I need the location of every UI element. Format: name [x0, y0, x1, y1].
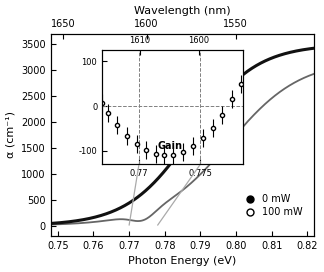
X-axis label: Wavelength (nm): Wavelength (nm)	[134, 5, 231, 16]
Legend: 0 mW, 100 mW: 0 mW, 100 mW	[236, 190, 307, 221]
X-axis label: Photon Energy (eV): Photon Energy (eV)	[129, 256, 237, 267]
Y-axis label: α (cm⁻¹): α (cm⁻¹)	[6, 112, 16, 159]
